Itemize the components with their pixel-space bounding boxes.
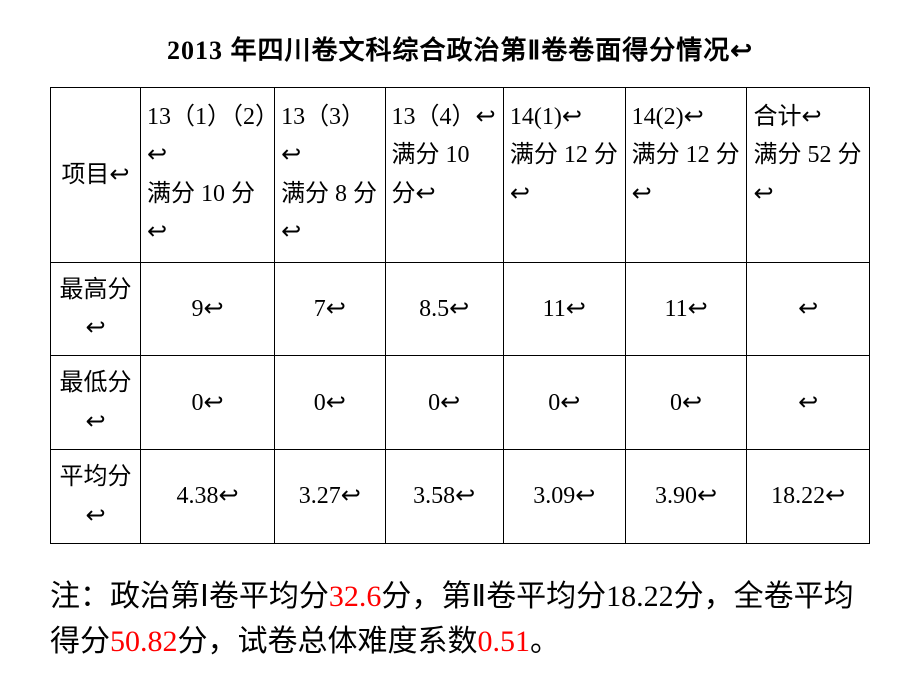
col-sub: 满分 52 分↩ [753,136,863,213]
col-main: 13（1）（2）↩ [147,98,268,175]
col-header: 13（3）↩ 满分 8 分↩ [275,88,385,263]
cell: 9↩ [141,262,275,356]
table-row: 平均分↩ 4.38↩ 3.27↩ 3.58↩ 3.09↩ 3.90↩ 18.22… [51,450,870,544]
cell: ↩ [747,262,870,356]
col-header: 14(1)↩ 满分 12 分↩ [503,88,625,263]
note-part: 注：政治第Ⅰ卷平均分 [50,580,329,613]
col-header: 13（1）（2）↩ 满分 10 分↩ [141,88,275,263]
note-part: 分，试卷总体难度系数 [178,625,478,658]
page-title: 2013 年四川卷文科综合政治第Ⅱ卷卷面得分情况↩ [50,30,870,67]
col-sub: 满分 8 分↩ [281,175,378,252]
cell: 0↩ [275,356,385,450]
cell: 3.58↩ [385,450,503,544]
cell: 18.22↩ [747,450,870,544]
score-table: 项目↩ 13（1）（2）↩ 满分 10 分↩ 13（3）↩ 满分 8 分↩ 13… [50,87,870,544]
col-header: 13（4）↩ 满分 10 分↩ [385,88,503,263]
col-sub: 满分 10 分↩ [147,175,268,252]
col-sub: 满分 12 分↩ [632,136,741,213]
col-header: 14(2)↩ 满分 12 分↩ [625,88,747,263]
table-header-row: 项目↩ 13（1）（2）↩ 满分 10 分↩ 13（3）↩ 满分 8 分↩ 13… [51,88,870,263]
header-label: 项目↩ [51,88,141,263]
col-main: 14(2)↩ [632,98,741,136]
col-sub: 满分 10 分↩ [392,136,497,213]
note-part: 。 [530,625,560,658]
cell: ↩ [747,356,870,450]
col-main: 合计↩ [753,98,863,136]
col-header: 合计↩ 满分 52 分↩ [747,88,870,263]
note-highlight: 32.6 [329,580,382,613]
col-main: 13（3）↩ [281,98,378,175]
note-text: 注：政治第Ⅰ卷平均分32.6分，第Ⅱ卷平均分18.22分，全卷平均得分50.82… [50,574,870,664]
cell: 0↩ [503,356,625,450]
note-highlight: 0.51 [478,625,531,658]
col-main: 14(1)↩ [510,98,619,136]
cell: 0↩ [385,356,503,450]
cell: 11↩ [625,262,747,356]
cell: 3.09↩ [503,450,625,544]
cell: 3.27↩ [275,450,385,544]
note-highlight: 50.82 [110,625,178,658]
row-label: 最低分↩ [51,356,141,450]
table-row: 最高分↩ 9↩ 7↩ 8.5↩ 11↩ 11↩ ↩ [51,262,870,356]
cell: 4.38↩ [141,450,275,544]
cell: 8.5↩ [385,262,503,356]
row-label: 平均分↩ [51,450,141,544]
cell: 0↩ [625,356,747,450]
row-label: 最高分↩ [51,262,141,356]
cell: 0↩ [141,356,275,450]
table-row: 最低分↩ 0↩ 0↩ 0↩ 0↩ 0↩ ↩ [51,356,870,450]
col-sub: 满分 12 分↩ [510,136,619,213]
col-main: 13（4）↩ [392,98,497,136]
cell: 11↩ [503,262,625,356]
cell: 7↩ [275,262,385,356]
cell: 3.90↩ [625,450,747,544]
